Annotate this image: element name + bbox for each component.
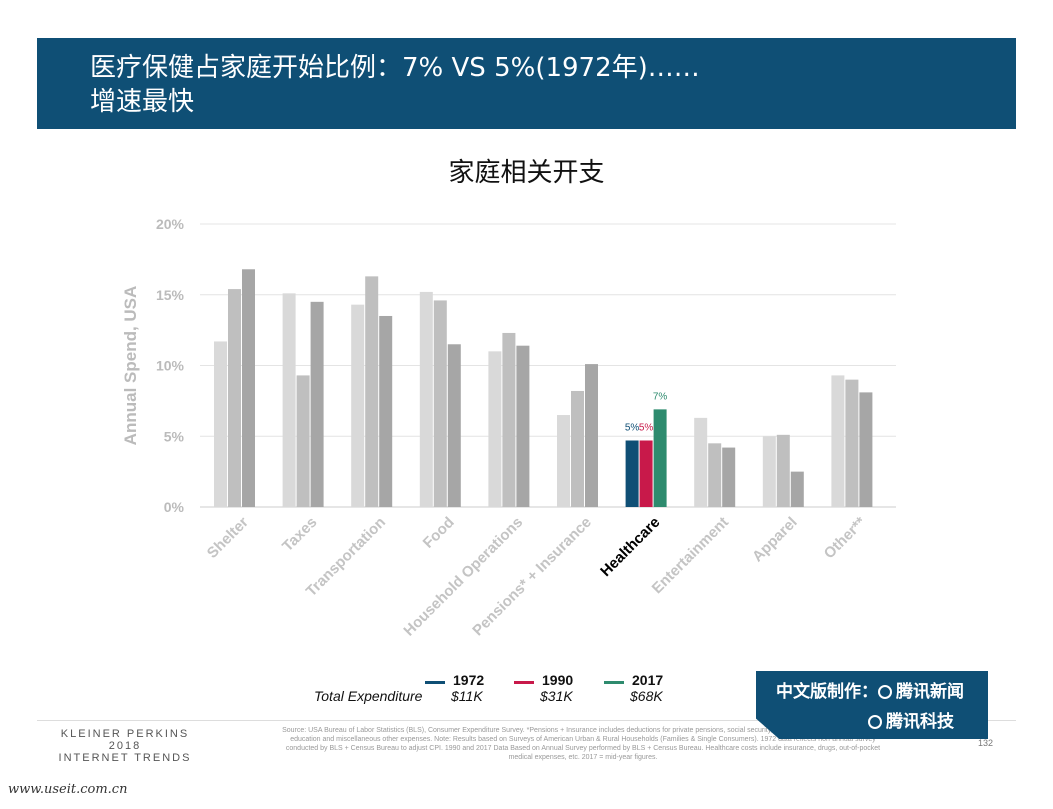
legend-total-1990: $31K	[540, 688, 573, 704]
total-expenditure-label: Total Expenditure	[314, 688, 423, 704]
bar-chart: 0% 5% 10% 15% 20% Annual Spend, USA Shelter Tax…	[121, 216, 896, 640]
bar-transportation-1990	[365, 276, 379, 507]
chinese-edition-badge: 中文版制作： 腾讯新闻 腾讯科技	[756, 671, 988, 739]
badge-credit-label: 中文版制作：	[776, 682, 878, 702]
legend-swatch-1990	[514, 681, 534, 684]
x-tick-label-healthcare: Healthcare	[597, 514, 663, 580]
page-number: 132	[978, 738, 994, 748]
bar-healthcare-1972	[625, 440, 639, 507]
bar-household-operations-2017	[516, 345, 530, 507]
x-tick-label-taxes: Taxes	[279, 514, 320, 555]
bar-other-1990	[845, 379, 859, 507]
x-tick-label-food: Food	[420, 514, 458, 552]
bar-taxes-1972	[282, 293, 296, 507]
badge-brand-news: 腾讯新闻	[896, 682, 964, 702]
bar-food-1990	[433, 300, 447, 507]
bar-apparel-2017	[790, 471, 804, 507]
bar-shelter-1972	[214, 341, 227, 507]
bar-entertainment-2017	[722, 447, 736, 507]
source-footnote: Source: USA Bureau of Labor Statistics (…	[282, 727, 884, 761]
data-label-healthcare-1972: 5%	[625, 422, 640, 433]
data-label-healthcare-2017: 7%	[653, 391, 668, 402]
legend-label-2017: 2017	[632, 672, 664, 688]
legend-total-2017: $68K	[630, 688, 663, 704]
bar-entertainment-1972	[694, 417, 708, 507]
badge-brand-tech: 腾讯科技	[886, 712, 954, 732]
bar-healthcare-1990	[639, 440, 653, 507]
logo-line-2: 2018	[108, 740, 142, 752]
x-tick-label-apparel: Apparel	[749, 514, 801, 566]
bar-shelter-1990	[228, 289, 241, 507]
badge-line-2: 腾讯科技	[868, 707, 954, 732]
bar-other-2017	[859, 392, 873, 507]
bar-household-operations-1990	[502, 332, 516, 507]
legend-total-1972: $11K	[451, 688, 483, 704]
bar-transportation-2017	[379, 315, 393, 507]
legend-swatch-2017	[604, 681, 624, 684]
x-tick-label-pensions-insurance: Pensions* + Insurance	[469, 514, 595, 640]
legend-swatch-1972	[425, 681, 445, 684]
title-banner: 医疗保健占家庭开始比例：7% VS 5%(1972年)…… 增速最快	[37, 38, 1016, 129]
x-tick-label-other: Other**	[821, 514, 870, 563]
bar-entertainment-1990	[708, 443, 722, 507]
bar-taxes-2017	[310, 301, 324, 507]
x-tick-label-shelter: Shelter	[204, 514, 252, 562]
footer-divider	[37, 720, 1016, 721]
bar-food-2017	[447, 344, 461, 507]
bar-shelter-2017	[242, 269, 255, 507]
logo-line-3: INTERNET TRENDS	[58, 752, 192, 764]
legend-label-1972: 1972	[453, 672, 485, 688]
tencent-tech-logo-icon	[868, 715, 882, 729]
bar-apparel-1972	[762, 436, 776, 507]
badge-line-1: 中文版制作： 腾讯新闻	[776, 677, 964, 702]
bar-pensions-insurance-2017	[585, 364, 598, 507]
bar-healthcare-2017	[653, 409, 667, 507]
headline-line-1: 医疗保健占家庭开始比例：7% VS 5%(1972年)……	[90, 53, 700, 83]
bar-apparel-1990	[776, 434, 790, 507]
legend-label-1990: 1990	[542, 672, 574, 688]
y-tick-label-15: 15%	[156, 287, 185, 303]
chart-title: 家庭相关开支	[448, 158, 605, 188]
kleiner-perkins-logo: KLEINER PERKINS 2018 INTERNET TRENDS	[50, 728, 200, 764]
y-tick-label-20: 20%	[156, 216, 185, 232]
bar-pensions-insurance-1972	[557, 415, 570, 507]
logo-line-1: KLEINER PERKINS	[60, 728, 190, 740]
y-axis-label: Annual Spend, USA	[121, 286, 140, 446]
y-tick-label-5: 5%	[164, 428, 185, 444]
y-tick-label-10: 10%	[156, 358, 185, 374]
bar-taxes-1990	[296, 375, 310, 507]
bar-pensions-insurance-1990	[571, 390, 584, 507]
x-tick-label-household-operations: Household Operations	[400, 514, 526, 640]
legend: Total Expenditure 1972 $11K 1990 $31K 20…	[0, 672, 1053, 712]
bar-household-operations-1972	[488, 351, 502, 507]
bar-other-1972	[831, 375, 845, 507]
y-tick-label-0: 0%	[164, 499, 185, 515]
watermark-url: www.useit.com.cn	[8, 782, 128, 797]
headline-line-2: 增速最快	[90, 87, 195, 117]
bar-transportation-1972	[351, 304, 365, 507]
data-label-healthcare-1990: 5%	[639, 422, 654, 433]
bar-food-1972	[419, 291, 433, 507]
tencent-news-logo-icon	[878, 685, 892, 699]
